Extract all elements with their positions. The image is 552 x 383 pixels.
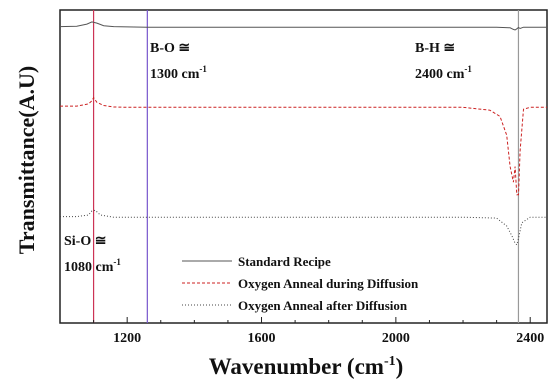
annotation-b-o-sup: -1 <box>199 64 207 74</box>
x-tick-label-2000: 2000 <box>382 331 410 346</box>
x-tick-label-2400: 2400 <box>516 331 544 346</box>
annotation-b-h-line1: B-H ≅ <box>415 41 455 56</box>
annotation-si-o-line1: Si-O ≅ <box>64 234 106 249</box>
x-axis-label: Wavenumber (cm-1) <box>209 354 404 379</box>
x-tick-label-1600: 1600 <box>248 331 276 346</box>
annotation-b-h-sup: -1 <box>464 64 472 74</box>
series-lines <box>59 21 547 246</box>
legend-label-oxygen-after: Oxygen Anneal after Diffusion <box>238 298 408 313</box>
x-tick-label-1200: 1200 <box>113 331 141 346</box>
plot-frame-rect <box>59 9 548 324</box>
annotation-si-o-line2: 1080 cm-1 <box>64 257 121 275</box>
annotation-b-o-line1: B-O ≅ <box>150 41 190 56</box>
reference-lines <box>92 10 520 323</box>
legend: Standard Recipe Oxygen Anneal during Dif… <box>182 254 419 313</box>
plot-frame <box>59 9 548 324</box>
x-axis-label-sup: -1 <box>384 354 396 369</box>
x-axis-label-close: ) <box>396 354 404 379</box>
y-axis-label: Transmittance(A.U) <box>14 66 39 254</box>
annotation-b-h-line2: 2400 cm-1 <box>415 64 472 82</box>
x-axis-ticks: 1200 1600 2000 2400 <box>59 317 544 346</box>
series-line-1 <box>60 96 547 196</box>
series-line-0 <box>59 21 547 31</box>
annotation-si-o-sup: -1 <box>113 257 121 267</box>
legend-label-oxygen-during: Oxygen Anneal during Diffusion <box>238 276 419 291</box>
series-line-2 <box>60 209 547 246</box>
annotation-b-o-line2: 1300 cm-1 <box>150 64 207 82</box>
legend-label-standard-recipe: Standard Recipe <box>238 254 331 269</box>
